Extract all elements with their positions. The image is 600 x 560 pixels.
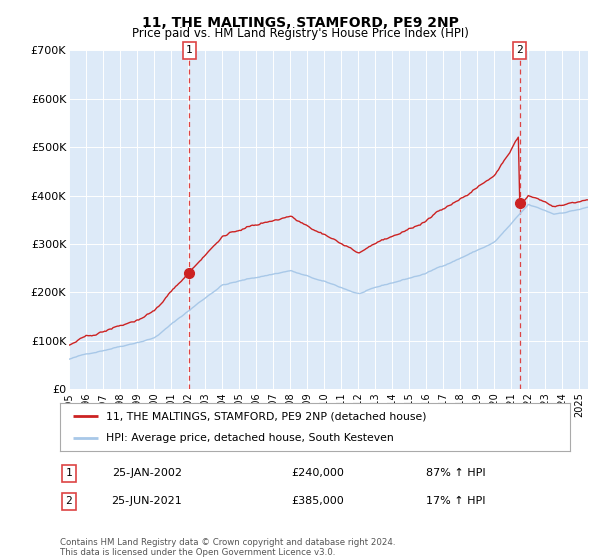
Text: 1: 1	[65, 468, 73, 478]
Text: 11, THE MALTINGS, STAMFORD, PE9 2NP (detached house): 11, THE MALTINGS, STAMFORD, PE9 2NP (det…	[106, 411, 427, 421]
Text: HPI: Average price, detached house, South Kesteven: HPI: Average price, detached house, Sout…	[106, 433, 394, 443]
Text: 25-JUN-2021: 25-JUN-2021	[112, 496, 182, 506]
Text: 25-JAN-2002: 25-JAN-2002	[112, 468, 182, 478]
Text: 1: 1	[186, 45, 193, 55]
Text: 87% ↑ HPI: 87% ↑ HPI	[426, 468, 486, 478]
Text: 11, THE MALTINGS, STAMFORD, PE9 2NP: 11, THE MALTINGS, STAMFORD, PE9 2NP	[142, 16, 458, 30]
Text: 2: 2	[65, 496, 73, 506]
Text: Contains HM Land Registry data © Crown copyright and database right 2024.
This d: Contains HM Land Registry data © Crown c…	[60, 538, 395, 557]
Text: 2: 2	[517, 45, 523, 55]
Text: Price paid vs. HM Land Registry's House Price Index (HPI): Price paid vs. HM Land Registry's House …	[131, 27, 469, 40]
Text: £385,000: £385,000	[292, 496, 344, 506]
Text: 17% ↑ HPI: 17% ↑ HPI	[426, 496, 486, 506]
Text: £240,000: £240,000	[292, 468, 344, 478]
